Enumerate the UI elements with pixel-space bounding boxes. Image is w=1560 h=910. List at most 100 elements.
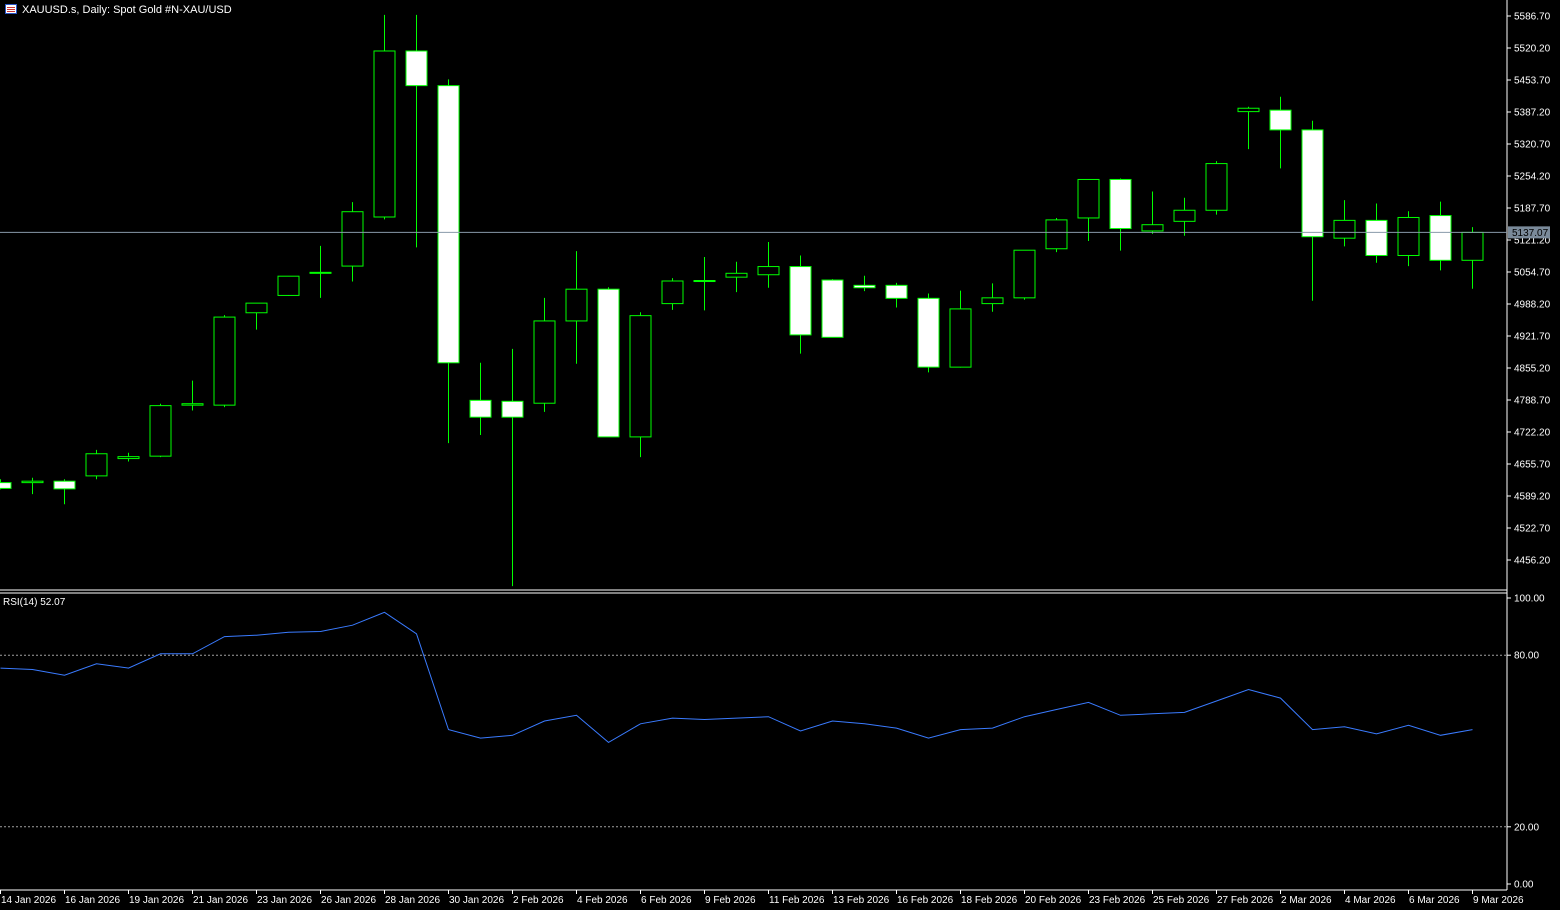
candle-body [405,50,428,87]
candle [53,479,76,505]
price-tick-label: 4456.20 [1514,556,1551,567]
time-tick-label: 13 Feb 2026 [833,895,890,906]
candle [181,380,204,411]
candle-body [661,280,684,305]
candle [1013,249,1036,300]
candle [821,279,844,338]
price-tick-label: 5121.20 [1514,236,1551,247]
current-price-tag [1508,226,1550,239]
price-tick-label: 5586.70 [1514,12,1551,23]
time-tick-label: 23 Feb 2026 [1089,895,1146,906]
candle-body [213,316,236,406]
candle [917,293,940,373]
time-tick-label: 4 Feb 2026 [577,895,628,906]
rsi-line [0,611,1473,744]
price-tick-label: 5187.70 [1514,204,1551,215]
candle-body [149,405,172,457]
time-tick-label: 30 Jan 2026 [449,895,504,906]
candle-body [1333,219,1356,239]
candle-body [597,288,620,438]
candle [1109,178,1132,251]
chart-title: XAUUSD.s, Daily: Spot Gold #N-XAU/USD [22,4,232,16]
price-tick-label: 4589.20 [1514,492,1551,503]
candle-body [1301,129,1324,238]
candle-body [501,400,524,418]
candle-body [373,50,396,218]
rsi-tick-label: 20.00 [1514,822,1539,833]
price-tick-label: 5453.70 [1514,76,1551,87]
chart-frame [0,0,1508,891]
candle-body [85,453,108,477]
time-axis: 14 Jan 2026 16 Jan 2026 19 Jan 2026 21 Jan … [0,890,1524,906]
candle-body [1077,178,1100,219]
candle [597,287,620,438]
candle-body [629,315,652,438]
time-tick-label: 6 Feb 2026 [641,895,692,906]
price-tick-label: 5254.20 [1514,172,1551,183]
time-tick-label: 4 Mar 2026 [1345,895,1396,906]
candle-body [1461,231,1484,261]
candle [1269,96,1292,169]
candle [1365,203,1388,263]
candle-body [1013,249,1036,299]
candle [341,202,364,282]
candle-body [1237,107,1260,113]
rsi-tick-label: 80.00 [1514,651,1539,662]
time-tick-label: 23 Jan 2026 [257,895,312,906]
candle-body [309,271,332,274]
candle [149,403,172,458]
candle-body [853,284,876,289]
candle [629,312,652,458]
price-tick-label: 4655.70 [1514,460,1551,471]
price-tick-label: 4722.20 [1514,428,1551,439]
candle-body [949,308,972,368]
time-tick-label: 14 Jan 2026 [1,895,56,906]
rsi-tick-label: 0.00 [1514,880,1534,891]
time-tick-label: 26 Jan 2026 [321,895,376,906]
rsi-axis: 100.00 80.00 20.00 0.00 [0,594,1545,891]
time-tick-label: 9 Feb 2026 [705,895,756,906]
time-tick-label: 18 Feb 2026 [961,895,1018,906]
candle [661,278,684,310]
candle [437,79,460,444]
rsi-label: RSI(14) 52.07 [3,597,66,608]
candle-body [757,266,780,276]
time-tick-label: 6 Mar 2026 [1409,895,1460,906]
candle [213,315,236,408]
time-tick-label: 2 Feb 2026 [513,895,564,906]
candle-body [277,275,300,296]
candle [245,302,268,330]
candle [1141,191,1164,234]
candle [0,479,12,490]
candle-body [1109,178,1132,230]
candle [1077,178,1100,242]
candle-body [53,480,76,490]
price-tick-label: 5387.20 [1514,108,1551,119]
candle [309,245,332,298]
candle [885,282,908,308]
candle-body [0,482,12,489]
price-tick-label: 5520.20 [1514,44,1551,55]
time-tick-label: 2 Mar 2026 [1281,895,1332,906]
candle-body [821,279,844,338]
time-tick-label: 27 Feb 2026 [1217,895,1274,906]
candle [1173,197,1196,236]
candle [789,255,812,354]
candle-body [1365,219,1388,256]
candle-body [245,302,268,314]
candle [469,362,492,435]
candle [981,283,1004,312]
candle-body [725,272,748,278]
candle-body [917,297,940,368]
current-price-label: 5137.07 [1512,228,1549,239]
price-tick-label: 5054.70 [1514,268,1551,279]
candle-body [1269,109,1292,131]
time-tick-label: 11 Feb 2026 [769,895,825,906]
candle [1397,211,1420,267]
candle [949,290,972,368]
price-axis: 5586.70 5520.20 5453.70 5387.20 5320.70 5254.… [1507,12,1551,567]
candle-body [117,456,140,460]
candle [1237,106,1260,150]
candle-body [693,280,716,283]
